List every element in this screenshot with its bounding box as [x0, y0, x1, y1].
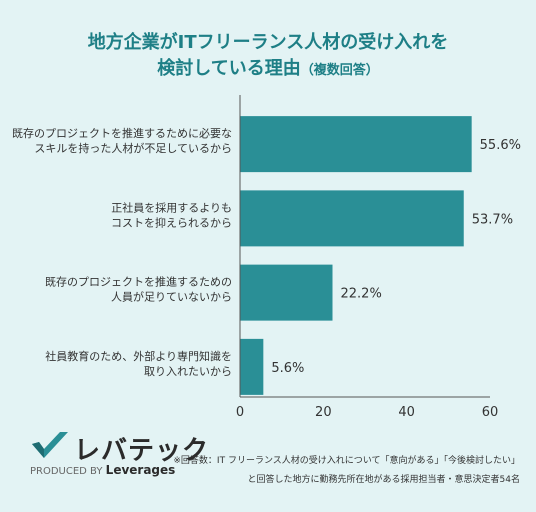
value-label-2: 53.7%	[472, 212, 513, 227]
value-label-3: 22.2%	[341, 287, 382, 302]
title-line-1: 地方企業がITフリーランス人材の受け入れを	[87, 32, 449, 53]
x-tick-60: 60	[482, 405, 499, 420]
footnote-line-2: と回答した地方に勤務先所在地がある採用担当者・意思決定者54名	[247, 475, 520, 485]
category-label-4-line-1: 社員教育のため、外部より専門知識を	[45, 349, 232, 363]
chart-title: 地方企業がITフリーランス人材の受け入れを 検討している理由（複数回答）	[0, 30, 536, 84]
bar-2	[240, 190, 464, 247]
category-label-4-line-2: 取り入れたいから	[144, 365, 232, 378]
x-tick-0: 0	[236, 405, 244, 420]
logo-check-icon	[32, 432, 68, 458]
bar-4	[240, 338, 264, 395]
leverages-logo: レバテック PRODUCED BY Leverages	[30, 430, 210, 480]
bar-chart: 55.6% 既存のプロジェクトを推進するために必要なスキルを持った人材が不足してい…	[12, 95, 521, 420]
bar-1	[240, 116, 472, 173]
bar-3	[240, 264, 333, 321]
logo-name: レバテック	[74, 436, 210, 466]
produced-by-text: PRODUCED BY	[30, 466, 103, 477]
category-label-3-line-2: 人員が足りていないから	[111, 290, 232, 304]
category-label-3-line-1: 既存のプロジェクトを推進するための	[45, 275, 232, 289]
x-tick-20: 20	[315, 405, 332, 420]
title-line-2: 検討している理由（複数回答）	[0, 56, 536, 84]
title-line-2-main: 検討している理由	[157, 58, 301, 79]
x-tick-40: 40	[398, 405, 415, 420]
category-label-1-line-1: 既存のプロジェクトを推進するために必要な	[12, 126, 232, 140]
logo-produced-by: PRODUCED BY Leverages	[30, 463, 175, 477]
value-label-4: 5.6%	[271, 361, 304, 376]
category-label-2-line-2: コストを抑えられるから	[111, 215, 232, 229]
category-label-2-line-1: 正社員を採用するよりも	[111, 200, 232, 214]
title-note: （複数回答）	[300, 63, 379, 78]
category-label-1-line-2: スキルを持った人材が不足しているから	[34, 141, 232, 155]
value-label-1: 55.6%	[480, 138, 521, 153]
footnote: ※回答数：IT フリーランス人材の受け入れについて「意向がある」「今後検討したい…	[160, 452, 520, 490]
company-name: Leverages	[105, 463, 176, 477]
footnote-line-1: ※回答数：IT フリーランス人材の受け入れについて「意向がある」「今後検討したい…	[173, 456, 520, 466]
